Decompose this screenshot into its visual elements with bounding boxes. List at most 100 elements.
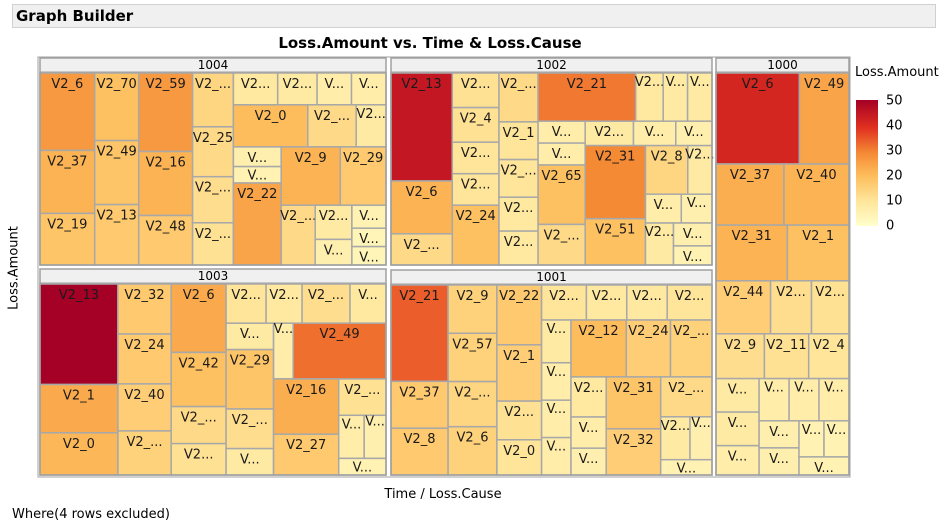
treemap-cell[interactable]: V... <box>351 204 387 229</box>
treemap-cell[interactable]: V2_... <box>669 319 713 378</box>
treemap-cell[interactable]: V2_12 <box>570 319 628 378</box>
treemap-cell[interactable]: V2_6 <box>39 72 96 152</box>
treemap-cell[interactable]: V2... <box>276 72 318 106</box>
treemap-cell[interactable]: V... <box>758 420 800 449</box>
treemap-cell[interactable]: V... <box>662 72 689 122</box>
treemap-cell[interactable]: V2_... <box>498 158 539 198</box>
treemap-cell[interactable]: V2_57 <box>447 332 498 383</box>
treemap-cell[interactable]: V2_40 <box>783 163 850 226</box>
treemap-cell[interactable]: V... <box>316 72 353 106</box>
treemap-cell[interactable]: V2_40 <box>117 383 172 432</box>
treemap-cell[interactable]: V2_... <box>659 376 713 418</box>
treemap-cell[interactable]: V... <box>540 436 572 476</box>
treemap-cell[interactable]: V... <box>798 420 825 458</box>
treemap-cell[interactable]: V2... <box>769 280 813 335</box>
treemap-cell[interactable]: V2_16 <box>272 378 340 435</box>
treemap-cell[interactable]: V2_6 <box>447 425 498 476</box>
treemap-cell[interactable]: V2_... <box>280 204 316 266</box>
treemap-cell[interactable]: V2_0 <box>496 439 543 476</box>
treemap-cell[interactable]: V... <box>686 72 713 122</box>
treemap-cell[interactable]: V... <box>672 245 713 266</box>
treemap-cell[interactable]: V2_31 <box>715 224 789 282</box>
treemap-cell[interactable]: V2_29 <box>225 348 275 410</box>
treemap-cell[interactable]: V2_... <box>191 222 235 266</box>
treemap-cell[interactable]: V2_13 <box>390 72 454 182</box>
treemap-cell[interactable]: V2... <box>570 376 608 418</box>
treemap-cell[interactable]: V... <box>351 245 387 266</box>
treemap-cell[interactable]: V... <box>798 456 850 476</box>
treemap-cell[interactable]: V... <box>758 447 800 476</box>
treemap-cell[interactable]: V2_6 <box>715 72 801 165</box>
treemap-cell[interactable]: V2_0 <box>232 104 309 148</box>
treemap-cell[interactable]: V2... <box>451 172 500 206</box>
treemap-cell[interactable]: V... <box>540 362 572 401</box>
treemap-cell[interactable]: V... <box>537 120 586 144</box>
treemap-cell[interactable]: V... <box>537 142 586 166</box>
treemap-cell[interactable]: V2... <box>170 442 227 476</box>
treemap-cell[interactable]: V... <box>351 227 387 248</box>
treemap-cell[interactable]: V... <box>632 120 677 147</box>
treemap-cell[interactable]: V2_51 <box>584 217 647 266</box>
treemap-cell[interactable]: V2... <box>314 204 353 241</box>
treemap-cell[interactable]: V2_4 <box>807 333 850 380</box>
treemap-cell[interactable]: V2_32 <box>117 283 172 335</box>
treemap-cell[interactable]: V2_24 <box>625 319 672 378</box>
treemap-cell[interactable]: V2_... <box>301 283 351 324</box>
treemap-cell[interactable]: V2_31 <box>584 144 647 220</box>
treemap-cell[interactable]: V2_1 <box>786 224 850 282</box>
treemap-cell[interactable]: V2_... <box>337 378 387 417</box>
treemap-cell[interactable]: V2... <box>585 284 628 321</box>
treemap-cell[interactable]: V2... <box>659 416 691 461</box>
treemap-cell[interactable]: V2... <box>232 72 279 106</box>
treemap-cell[interactable]: V2_... <box>537 223 586 266</box>
treemap-cell[interactable]: V2... <box>645 222 675 266</box>
treemap-cell[interactable]: V2... <box>635 72 665 122</box>
treemap-cell[interactable]: V... <box>689 416 713 461</box>
treemap-cell[interactable]: V... <box>225 447 275 476</box>
treemap-cell[interactable]: V... <box>363 414 387 460</box>
treemap-cell[interactable]: V... <box>758 377 790 422</box>
treemap-cell[interactable]: V2... <box>496 400 543 441</box>
treemap-cell[interactable]: V2_42 <box>170 351 227 408</box>
treemap-cell[interactable]: V... <box>675 120 713 147</box>
treemap-cell[interactable]: V... <box>337 457 387 476</box>
treemap-cell[interactable]: V2_6 <box>390 180 454 235</box>
treemap-cell[interactable]: V2_11 <box>763 333 810 380</box>
treemap-cell[interactable]: V... <box>570 447 608 476</box>
treemap-cell[interactable]: V2_37 <box>390 380 449 429</box>
treemap-cell[interactable]: V2_13 <box>93 203 140 266</box>
treemap-cell[interactable]: V2... <box>225 283 267 324</box>
treemap-cell[interactable]: V2... <box>451 141 500 175</box>
treemap-cell[interactable]: V2_... <box>307 104 357 148</box>
treemap-cell[interactable]: V... <box>225 322 275 351</box>
treemap-cell[interactable]: V2_29 <box>339 146 387 206</box>
treemap-cell[interactable]: V2_44 <box>715 280 772 335</box>
treemap-cell[interactable]: V... <box>314 238 353 266</box>
treemap-cell[interactable]: V... <box>232 146 282 168</box>
treemap-cell[interactable]: V... <box>715 444 760 476</box>
treemap-cell[interactable]: V2_70 <box>93 72 140 142</box>
treemap-cell[interactable]: V2_9 <box>447 284 498 335</box>
treemap-cell[interactable]: V2_8 <box>390 427 449 476</box>
treemap-cell[interactable]: V2_37 <box>39 149 96 215</box>
treemap-cell[interactable]: V2... <box>666 284 713 321</box>
treemap-cell[interactable]: V2... <box>355 104 387 148</box>
treemap-cell[interactable]: V... <box>232 165 282 184</box>
treemap-cell[interactable]: V2_16 <box>137 150 194 217</box>
treemap-cell[interactable]: V2_49 <box>93 139 140 206</box>
treemap-cell[interactable]: V2_6 <box>170 283 227 354</box>
treemap-cell[interactable]: V2_59 <box>137 72 194 153</box>
treemap-cell[interactable]: V2_21 <box>390 284 449 383</box>
treemap-cell[interactable]: V... <box>350 72 387 106</box>
treemap-cell[interactable]: V... <box>272 322 295 380</box>
treemap-cell[interactable]: V2... <box>810 280 850 335</box>
treemap-cell[interactable]: V... <box>823 420 850 458</box>
treemap-cell[interactable]: V2_32 <box>605 428 662 476</box>
treemap-cell[interactable]: V... <box>715 411 760 447</box>
treemap-cell[interactable]: V2_24 <box>451 204 500 266</box>
treemap-cell[interactable]: V... <box>570 416 608 449</box>
treemap-cell[interactable]: V... <box>659 458 713 477</box>
treemap-cell[interactable]: V2_19 <box>39 212 96 266</box>
treemap-cell[interactable]: V2_... <box>117 430 172 476</box>
treemap-cell[interactable]: V2... <box>451 72 500 109</box>
